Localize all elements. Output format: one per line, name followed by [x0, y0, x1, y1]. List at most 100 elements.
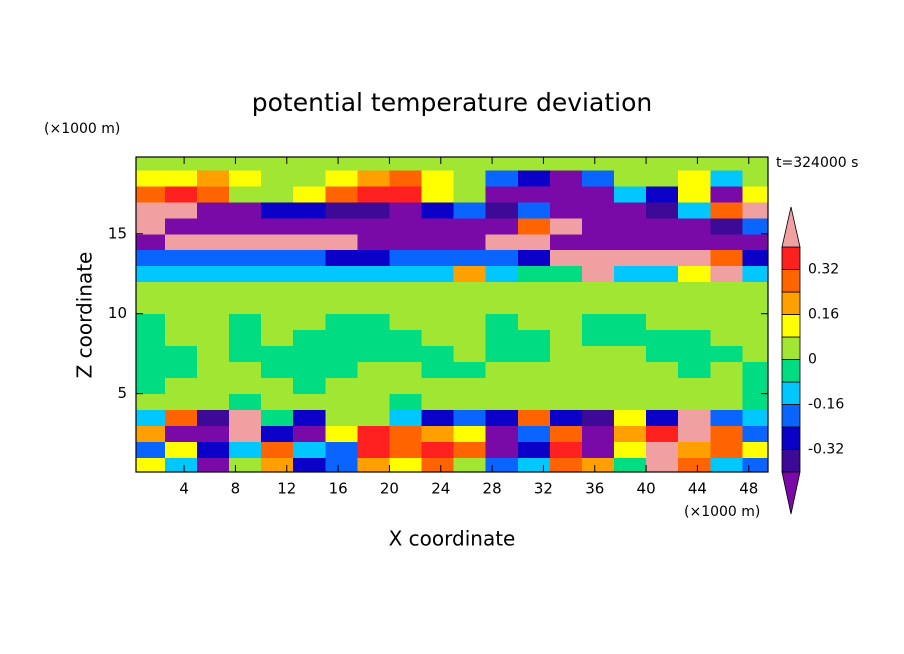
field-cell [549, 157, 583, 171]
field-cell [293, 297, 326, 315]
field-cell [389, 281, 423, 299]
field-cell [229, 249, 262, 267]
field-cell [421, 249, 455, 267]
field-cell [293, 377, 326, 395]
field-cell [357, 345, 390, 363]
x-tick-label: 12 [277, 480, 296, 498]
field-cell [678, 169, 711, 187]
field-cell [293, 425, 326, 443]
field-cell [229, 313, 262, 331]
field-cell [581, 313, 615, 331]
field-cell [710, 361, 743, 379]
field-cell [549, 329, 583, 347]
field-cell [742, 409, 768, 427]
field-cell [453, 233, 487, 251]
field-cell [136, 233, 166, 251]
field-cell [453, 157, 487, 171]
field-cell [164, 345, 198, 363]
field-cell [293, 281, 326, 299]
field-cell [325, 201, 358, 219]
field-cell [517, 265, 551, 283]
field-cell [581, 201, 615, 219]
colorbar: -0.32 -0.16 0 0.16 0.32 [781, 206, 844, 515]
field-cell [325, 185, 358, 203]
field-cell [485, 361, 519, 379]
field-cell [196, 345, 230, 363]
field-cell [293, 217, 326, 235]
field-cell [646, 281, 679, 299]
field-cell [581, 157, 615, 171]
field-cell [421, 281, 455, 299]
field-cell [742, 297, 768, 315]
field-cell [293, 457, 326, 472]
field-cell [357, 233, 390, 251]
field-cell [196, 441, 230, 459]
field-cell [678, 441, 711, 459]
field-cell [136, 201, 166, 219]
field-cell [646, 425, 679, 443]
field-cell [389, 249, 423, 267]
field-cell [261, 393, 294, 411]
field-cell [581, 361, 615, 379]
field-cell [389, 393, 423, 411]
field-cell [325, 265, 358, 283]
field-cell [421, 201, 455, 219]
field-cell [196, 185, 230, 203]
field-cell [196, 233, 230, 251]
x-tick-label: 8 [231, 480, 241, 498]
field-cell [357, 249, 390, 267]
field-cell [549, 409, 583, 427]
field-cell [389, 217, 423, 235]
field-cell [164, 281, 198, 299]
field-cell [549, 345, 583, 363]
field-cell [196, 393, 230, 411]
field-cell [136, 393, 166, 411]
field-cell [453, 185, 487, 203]
field-cell [678, 265, 711, 283]
field-cell [581, 329, 615, 347]
field-cell [164, 457, 198, 472]
x-tick-label: 4 [179, 480, 189, 498]
field-cell [581, 185, 615, 203]
field-cell [453, 265, 487, 283]
field-cell [742, 157, 768, 171]
field-cell [549, 265, 583, 283]
field-cell [678, 361, 711, 379]
field-cell [196, 201, 230, 219]
x-tick-label: 24 [431, 480, 450, 498]
field-cell [517, 393, 551, 411]
field-cell [325, 425, 358, 443]
field-cell [357, 217, 390, 235]
field-cell [325, 393, 358, 411]
field-cell [710, 249, 743, 267]
field-cell [646, 249, 679, 267]
field-cell [136, 409, 166, 427]
field-cell [389, 185, 423, 203]
colorbar-box [781, 314, 801, 338]
field-cell [710, 425, 743, 443]
field-cell [485, 425, 519, 443]
field-cell [614, 457, 647, 472]
field-cell [678, 409, 711, 427]
field-cell [549, 313, 583, 331]
field-cell [293, 345, 326, 363]
field-cell [646, 185, 679, 203]
field-cell [710, 393, 743, 411]
field-cell [678, 393, 711, 411]
field-cell [357, 361, 390, 379]
field-cell [136, 329, 166, 347]
field-cell [421, 393, 455, 411]
field-cell [196, 377, 230, 395]
field-cell [325, 169, 358, 187]
field-cell [164, 393, 198, 411]
field-cell [196, 409, 230, 427]
field-cell [581, 265, 615, 283]
field-cell [549, 361, 583, 379]
field-cell [136, 297, 166, 315]
field-cell [742, 393, 768, 411]
field-cell [357, 281, 390, 299]
field-cell [710, 409, 743, 427]
field-cell [164, 409, 198, 427]
field-cell [453, 201, 487, 219]
field-cell [261, 361, 294, 379]
